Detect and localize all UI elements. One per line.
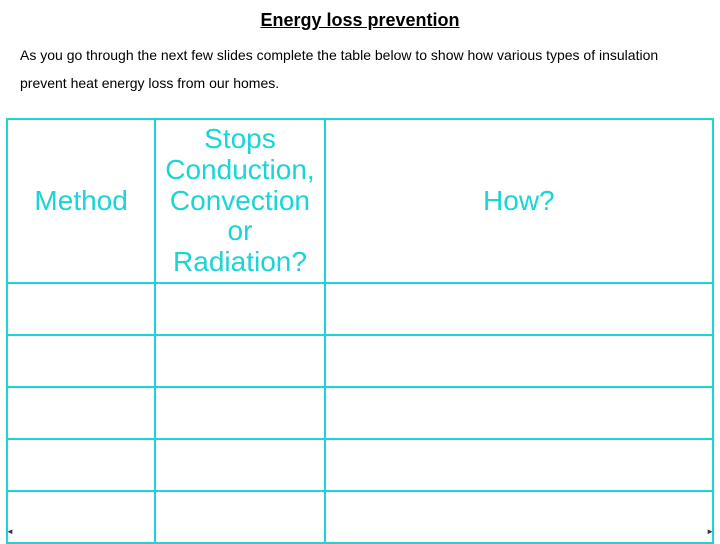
prev-arrow-icon[interactable]: ◄ bbox=[6, 527, 14, 536]
table-row bbox=[7, 283, 713, 335]
table-cell[interactable] bbox=[7, 335, 155, 387]
header-method: Method bbox=[7, 119, 155, 283]
slide-title: Energy loss prevention bbox=[20, 10, 700, 31]
insulation-table-wrapper: Method Stops Conduction, Convection or R… bbox=[6, 118, 714, 532]
table-cell[interactable] bbox=[325, 491, 713, 543]
table-cell[interactable] bbox=[7, 283, 155, 335]
table-row bbox=[7, 439, 713, 491]
table-cell[interactable] bbox=[325, 283, 713, 335]
table-cell[interactable] bbox=[155, 283, 324, 335]
table-row bbox=[7, 335, 713, 387]
next-arrow-icon[interactable]: ► bbox=[706, 527, 714, 536]
table-body bbox=[7, 283, 713, 543]
table-cell[interactable] bbox=[7, 439, 155, 491]
table-cell[interactable] bbox=[7, 491, 155, 543]
header-how: How? bbox=[325, 119, 713, 283]
header-stops: Stops Conduction, Convection or Radiatio… bbox=[155, 119, 324, 283]
table-cell[interactable] bbox=[155, 387, 324, 439]
table-cell[interactable] bbox=[155, 335, 324, 387]
table-cell[interactable] bbox=[155, 439, 324, 491]
table-row bbox=[7, 387, 713, 439]
table-row bbox=[7, 491, 713, 543]
table-header-row: Method Stops Conduction, Convection or R… bbox=[7, 119, 713, 283]
table-cell[interactable] bbox=[325, 387, 713, 439]
table-cell[interactable] bbox=[155, 491, 324, 543]
table-cell[interactable] bbox=[325, 335, 713, 387]
insulation-table: Method Stops Conduction, Convection or R… bbox=[6, 118, 714, 544]
table-cell[interactable] bbox=[325, 439, 713, 491]
slide: Energy loss prevention As you go through… bbox=[0, 0, 720, 540]
instruction-text: As you go through the next few slides co… bbox=[20, 41, 700, 97]
table-cell[interactable] bbox=[7, 387, 155, 439]
